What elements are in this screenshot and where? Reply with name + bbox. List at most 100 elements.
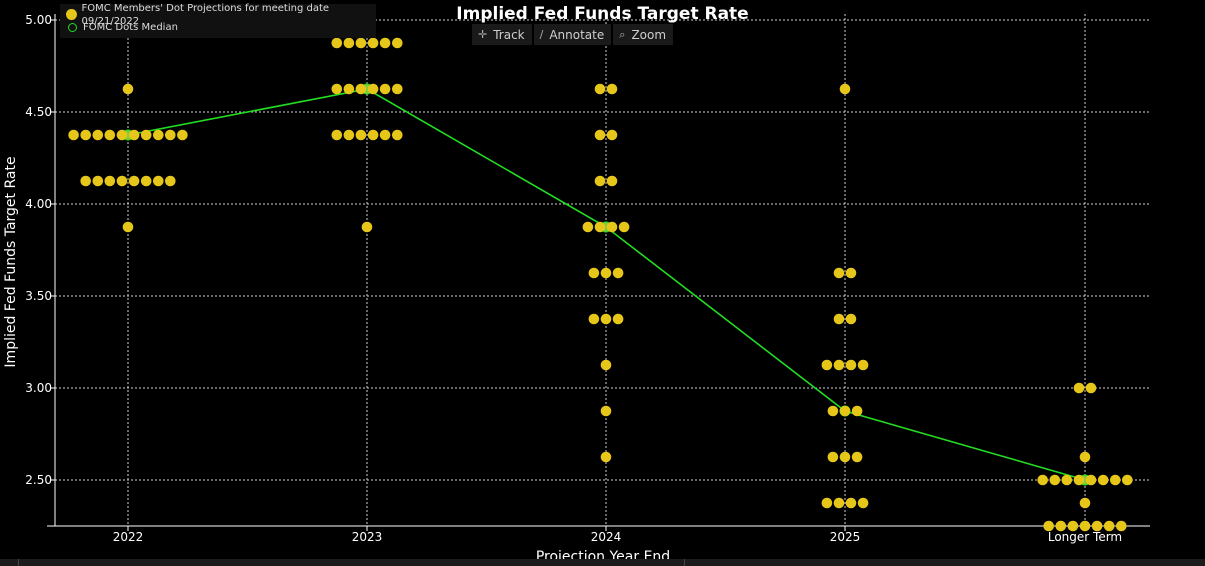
dot-projection	[839, 83, 851, 95]
dot-projection	[606, 221, 618, 233]
magnifier-icon: ⌕	[619, 27, 626, 41]
dot-projection	[392, 83, 403, 95]
y-axis-title: Implied Fed Funds Target Rate	[3, 156, 19, 367]
axes	[47, 14, 1150, 531]
dot-projection	[331, 83, 343, 95]
x-tick-label: 2024	[591, 530, 622, 544]
dot-projection	[845, 313, 857, 325]
dot-projection	[827, 405, 839, 417]
annotate-button[interactable]: ∕ Annotate	[533, 24, 612, 45]
dot-projection	[606, 83, 618, 95]
dot-projection	[68, 129, 79, 141]
dot-projection	[1049, 474, 1061, 486]
annotate-label: Annotate	[549, 27, 605, 42]
legend-label-median: FOMC Dots Median	[83, 22, 178, 33]
dot-projection	[116, 129, 128, 141]
dot-projection	[1073, 474, 1085, 486]
dot-projection	[833, 497, 845, 509]
dot-projection	[600, 359, 612, 371]
dot-projection	[600, 451, 612, 463]
dot-projection	[594, 175, 606, 187]
dot-projection	[594, 129, 606, 141]
zoom-button[interactable]: ⌕ Zoom	[613, 24, 674, 45]
dot-projection	[128, 129, 140, 141]
x-tick-label: 2022	[113, 530, 144, 544]
track-label: Track	[493, 27, 525, 42]
dot-projection	[122, 221, 134, 233]
dot-projection	[821, 497, 833, 509]
dot-projection	[1091, 520, 1103, 532]
dot-projection	[845, 497, 857, 509]
dots-layer	[68, 37, 1133, 532]
dot-projection	[1110, 474, 1121, 486]
crosshair-icon: ✛	[478, 28, 488, 41]
dot-projection	[600, 313, 612, 325]
dot-projection	[594, 83, 606, 95]
dot-projection	[1103, 520, 1115, 532]
dot-projection	[331, 129, 343, 141]
dot-projection	[839, 451, 851, 463]
x-tick-label: Longer Term	[1048, 530, 1122, 544]
dot-projection	[165, 129, 176, 141]
dot-projection	[92, 175, 104, 187]
dot-projection	[343, 129, 355, 141]
dot-projection	[839, 405, 851, 417]
dot-projection	[1073, 382, 1085, 394]
dot-projection	[343, 37, 355, 49]
dot-projection	[1085, 382, 1097, 394]
dot-projection	[851, 405, 863, 417]
dot-projection	[153, 175, 164, 187]
legend-item-dots[interactable]: FOMC Members' Dot Projections for meetin…	[66, 3, 376, 27]
dot-projection	[140, 129, 152, 141]
dot-projection	[177, 129, 188, 141]
dot-projection	[857, 497, 869, 509]
dot-projection	[80, 175, 91, 187]
median-line-layer	[122, 83, 1091, 486]
pencil-icon: ∕	[539, 28, 544, 41]
dot-projection	[1116, 520, 1127, 532]
dot-projection	[116, 175, 128, 187]
dot-projection	[821, 359, 833, 371]
dot-projection	[379, 83, 391, 95]
dot-projection	[588, 267, 600, 279]
dot-projection	[1122, 474, 1133, 486]
dot-projection	[355, 37, 367, 49]
dot-projection	[833, 359, 845, 371]
dot-projection	[92, 129, 104, 141]
bottom-bar-divider	[18, 559, 19, 566]
dot-projection	[165, 175, 176, 187]
dot-projection	[1079, 451, 1091, 463]
legend-item-median[interactable]: FOMC Dots Median	[66, 21, 178, 34]
dot-projection	[618, 221, 630, 233]
dot-projection	[355, 83, 367, 95]
dot-projection	[594, 221, 606, 233]
zoom-label: Zoom	[631, 27, 667, 42]
dot-projection	[845, 267, 857, 279]
dot-projection	[1085, 474, 1097, 486]
dot-projection	[80, 129, 91, 141]
dot-projection	[606, 129, 618, 141]
dot-projection	[122, 83, 134, 95]
dot-projection	[612, 267, 624, 279]
y-tick-label: 3.00	[25, 381, 52, 395]
bottom-bar-divider	[684, 559, 685, 566]
y-tick-label: 4.00	[25, 197, 52, 211]
dot-projection	[361, 221, 373, 233]
dot-projection	[1067, 520, 1079, 532]
dot-projection	[104, 175, 116, 187]
dot-projection	[104, 129, 116, 141]
chart-toolbar: ✛ Track ∕ Annotate ⌕ Zoom	[472, 24, 674, 45]
axis-labels: 2.50 3.00 3.50 4.00 4.50 5.00 2022 2023 2024 2025…	[3, 13, 1122, 565]
dot-projection	[833, 267, 845, 279]
dot-projection	[331, 37, 343, 49]
dot-projection	[1097, 474, 1109, 486]
y-tick-label: 2.50	[25, 473, 52, 487]
yellow-dot-swatch-icon	[66, 9, 77, 20]
track-button[interactable]: ✛ Track	[472, 24, 532, 45]
x-tick-label: 2025	[830, 530, 861, 544]
dot-projection	[845, 359, 857, 371]
dot-projection	[606, 175, 618, 187]
chart-title: Implied Fed Funds Target Rate	[456, 4, 749, 24]
dot-projection	[367, 129, 379, 141]
